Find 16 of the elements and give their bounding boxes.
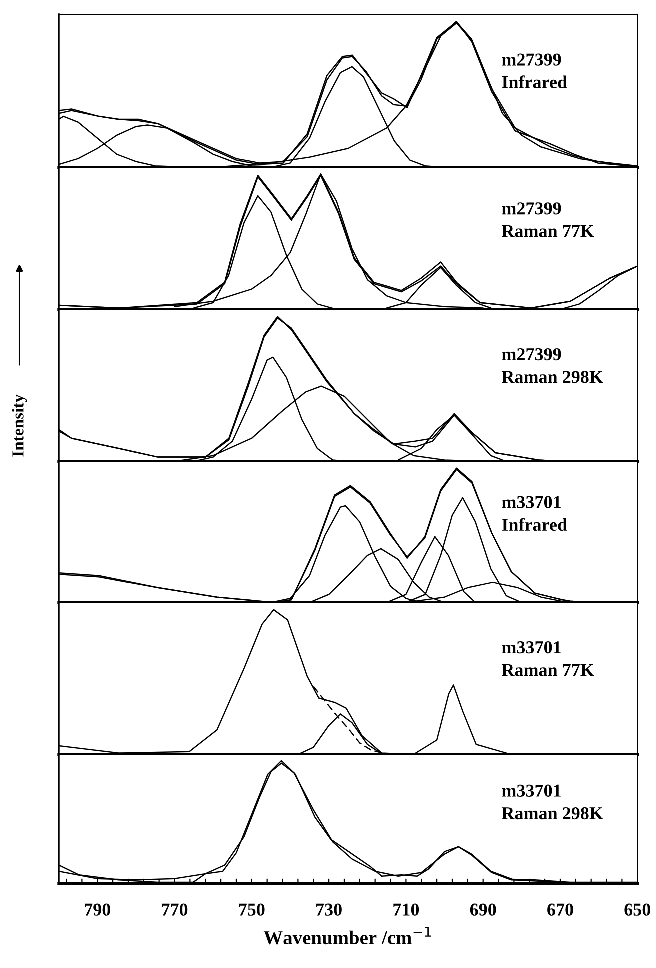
annotation: m27399 Infrared	[502, 54, 568, 89]
annotation: m27399 Raman 298K	[502, 348, 604, 384]
x-tick-label: 690	[470, 904, 496, 916]
x-tick-label: 770	[162, 904, 188, 916]
x-axis-title: Wavenumber /cm$^{−1}$	[264, 926, 432, 945]
x-tick-label: 750	[239, 904, 265, 916]
x-tick-label: 730	[316, 904, 342, 916]
y-axis-title: Intensity	[12, 394, 28, 457]
x-tick-label: 790	[85, 904, 110, 916]
x-tick-label: 670	[548, 904, 574, 916]
annotation: m27399 Raman 77K	[502, 202, 594, 238]
annotation: m33701 Raman 77K	[502, 641, 594, 676]
x-tick-label: 710	[394, 904, 420, 916]
annotation: m33701 Raman 298K	[502, 784, 604, 820]
x-tick-label: 650	[624, 904, 650, 916]
annotation: m33701 Infrared	[502, 496, 568, 532]
